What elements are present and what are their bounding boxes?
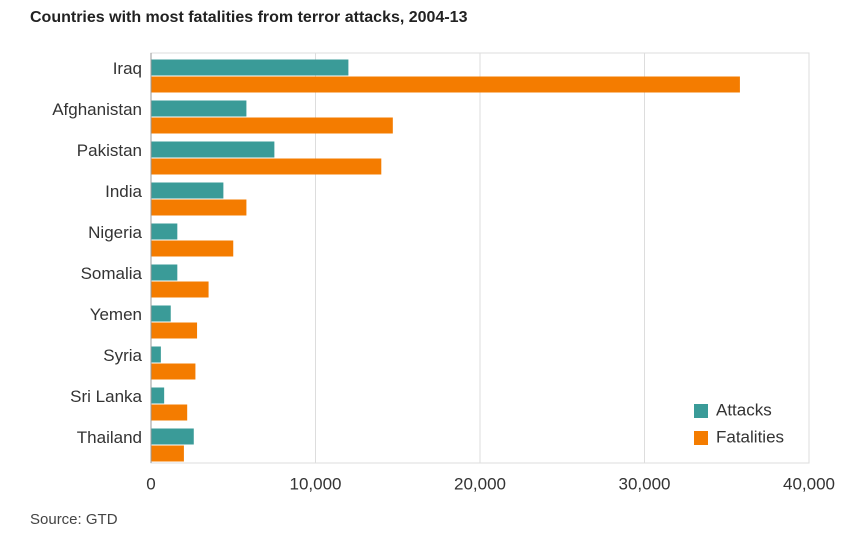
source: Source: GTD: [30, 511, 118, 528]
x-tick-label: 30,000: [619, 474, 671, 493]
bar: [151, 76, 740, 93]
bar: [151, 264, 178, 281]
x-tick-label: 0: [146, 474, 155, 493]
bar: [151, 404, 188, 421]
y-tick-label: Syria: [103, 346, 142, 365]
bar: [151, 100, 247, 117]
legend-swatch: [694, 404, 708, 418]
bar: [151, 141, 275, 158]
bar: [151, 445, 184, 462]
y-tick-label: Iraq: [113, 59, 142, 78]
legend-label: Attacks: [716, 400, 772, 419]
bar: [151, 281, 209, 298]
chart-title: Countries with most fatalities from terr…: [30, 9, 468, 26]
y-tick-label: Sri Lanka: [70, 387, 142, 406]
bar: [151, 428, 194, 445]
legend-label: Fatalities: [716, 427, 784, 446]
legend-swatch: [694, 431, 708, 445]
bar: [151, 346, 161, 363]
y-tick-label: Pakistan: [77, 141, 142, 160]
y-tick-label: Somalia: [81, 264, 143, 283]
y-tick-label: Yemen: [90, 305, 142, 324]
y-tick-label: Nigeria: [88, 223, 142, 242]
y-tick-label: Thailand: [77, 428, 142, 447]
bar: [151, 59, 349, 76]
bar: [151, 117, 393, 134]
bar: [151, 363, 196, 380]
x-tick-label: 40,000: [783, 474, 835, 493]
bar: [151, 158, 382, 175]
y-tick-label: Afghanistan: [52, 100, 142, 119]
x-tick-label: 10,000: [290, 474, 342, 493]
bar: [151, 305, 171, 322]
x-tick-label: 20,000: [454, 474, 506, 493]
bar: [151, 199, 247, 216]
y-tick-label: India: [105, 182, 142, 201]
bar: [151, 387, 165, 404]
bar: [151, 182, 224, 199]
bar: [151, 240, 234, 257]
bar: [151, 223, 178, 240]
bar: [151, 322, 198, 339]
